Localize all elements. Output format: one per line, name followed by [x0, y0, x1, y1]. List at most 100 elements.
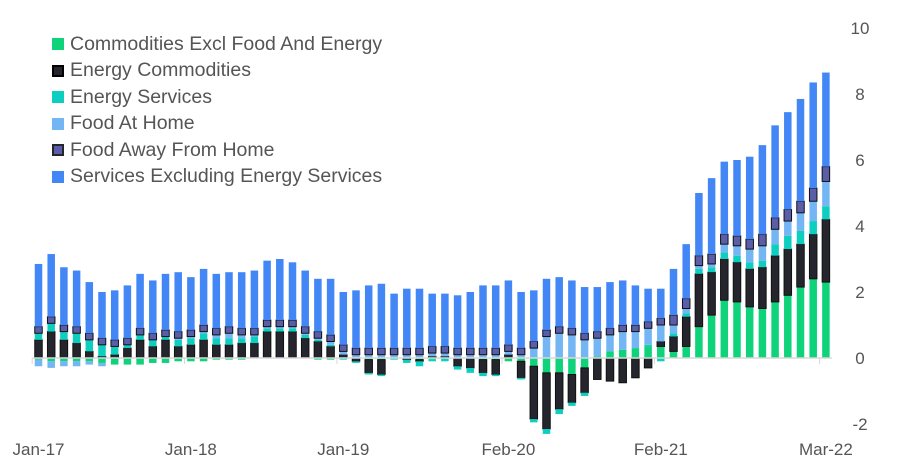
bar-segment-energy-services-mar-18: [212, 338, 221, 345]
bar-segment-energy-services-mar-21: [669, 333, 678, 337]
x-tick-label: Jan-17: [13, 440, 65, 459]
bar-segment-commodities-excl-food-and-energy-jun-17: [98, 358, 106, 363]
bar-segment-food-at-home-jun-17: [98, 362, 106, 367]
bar-segment-food-at-home-apr-21: [682, 308, 690, 314]
legend-item-services-excl-energy-services[interactable]: Services Excluding Energy Services: [52, 164, 382, 191]
bar-segment-services-excluding-energy-services-nov-20: [618, 280, 627, 325]
bar-segment-energy-services-nov-21: [771, 244, 779, 256]
bar-segment-energy-commodities-jun-21: [707, 271, 716, 316]
bar-segment-energy-commodities-nov-19: [466, 357, 475, 369]
bar-segment-food-at-home-dec-17: [174, 338, 182, 340]
bar-segment-energy-commodities-sep-17: [135, 339, 145, 359]
bar-segment-services-excluding-energy-services-sep-20: [593, 287, 602, 332]
bar-segment-services-excluding-energy-services-jun-18: [250, 270, 259, 329]
y-tick-label: 0: [855, 349, 864, 368]
bar-segment-commodities-excl-food-and-energy-dec-17: [174, 358, 182, 362]
bar-segment-commodities-excl-food-and-energy-feb-20: [504, 358, 513, 362]
bar-segment-food-away-from-home-may-19: [389, 347, 399, 356]
bar-segment-services-excluding-energy-services-may-21: [695, 193, 703, 256]
bar-segment-commodities-excl-food-and-energy-sep-17: [136, 358, 144, 365]
bar-segment-commodities-excl-food-and-energy-oct-17: [149, 358, 157, 363]
bar-segment-food-away-from-home-apr-20: [529, 341, 539, 349]
bar-segment-energy-services-oct-19: [453, 366, 462, 370]
bar-segment-services-excluding-energy-services-feb-17: [47, 254, 55, 317]
bar-segment-food-at-home-nov-21: [771, 229, 779, 245]
bar-segment-energy-services-jul-17: [110, 346, 119, 355]
bar-segment-energy-commodities-apr-19: [377, 359, 386, 375]
bar-segment-energy-services-jun-18: [250, 336, 259, 344]
bar-segment-services-excluding-energy-services-apr-17: [72, 270, 81, 327]
bar-segment-energy-commodities-jul-20: [567, 374, 577, 404]
bar-segment-energy-services-aug-18: [276, 328, 284, 332]
bar-segment-food-at-home-mar-20: [517, 354, 525, 358]
bar-segment-food-at-home-jul-19: [415, 354, 424, 358]
bar-segment-food-away-from-home-feb-22: [808, 187, 818, 202]
bar-segment-food-at-home-aug-18: [276, 326, 284, 329]
bar-segment-services-excluding-energy-services-aug-21: [733, 160, 741, 236]
bar-segment-food-away-from-home-dec-19: [478, 347, 488, 356]
legend: Commodities Excl Food And Energy Energy …: [52, 31, 382, 190]
bar-segment-food-away-from-home-may-17: [85, 332, 94, 341]
bar-segment-food-at-home-jul-20: [568, 334, 576, 358]
bar-segment-energy-services-oct-18: [301, 334, 309, 339]
bar-segment-commodities-excl-food-and-energy-apr-18: [225, 358, 233, 360]
bar-segment-energy-services-jun-20: [555, 409, 563, 415]
bar-segment-food-at-home-oct-18: [301, 333, 309, 335]
bar-segment-energy-commodities-oct-19: [453, 357, 462, 367]
bar-segment-commodities-excl-food-and-energy-jul-20: [568, 358, 576, 375]
bar-segment-services-excluding-energy-services-jun-17: [98, 292, 106, 339]
bar-segment-food-away-from-home-sep-21: [745, 238, 754, 250]
bar-segment-food-at-home-apr-18: [225, 333, 233, 339]
bar-segment-food-away-from-home-sep-19: [440, 345, 450, 354]
bar-segment-services-excluding-energy-services-aug-17: [123, 285, 132, 339]
bar-segment-commodities-excl-food-and-energy-feb-18: [199, 358, 208, 362]
bar-segment-food-away-from-home-feb-17: [46, 316, 56, 324]
bar-segment-food-at-home-jan-21: [644, 328, 652, 345]
bar-segment-energy-services-mar-22: [822, 206, 830, 220]
bar-segment-food-at-home-feb-17: [47, 361, 55, 368]
bar-segment-food-away-from-home-nov-21: [770, 217, 780, 230]
bar-segment-energy-commodities-jan-20: [491, 359, 500, 375]
bar-segment-food-at-home-mar-21: [669, 325, 678, 334]
bar-segment-energy-services-oct-21: [758, 260, 767, 268]
bar-segment-commodities-excl-food-and-energy-aug-19: [428, 358, 436, 360]
bar-segment-food-away-from-home-sep-20: [593, 331, 602, 339]
bar-segment-services-excluding-energy-services-jul-17: [110, 290, 119, 340]
bar-segment-energy-commodities-aug-17: [123, 347, 132, 359]
bar-segment-services-excluding-energy-services-jun-20: [555, 277, 563, 327]
bar-segment-commodities-excl-food-and-energy-dec-19: [479, 358, 487, 360]
bar-segment-energy-services-aug-20: [580, 392, 589, 396]
bar-segment-energy-commodities-aug-21: [732, 261, 742, 303]
bar-segment-energy-services-aug-17: [123, 344, 132, 349]
bar-segment-services-excluding-energy-services-oct-21: [758, 145, 767, 235]
bar-segment-energy-commodities-jan-18: [186, 344, 196, 359]
bar-segment-commodities-excl-food-and-energy-apr-20: [530, 358, 538, 367]
bar-segment-food-away-from-home-jul-20: [567, 327, 577, 336]
bar-segment-energy-services-dec-21: [784, 235, 792, 250]
bar-segment-food-at-home-sep-20: [593, 338, 602, 357]
bar-segment-food-at-home-oct-20: [606, 334, 614, 352]
bar-segment-energy-commodities-jun-18: [250, 342, 259, 359]
legend-item-commodities-excl-food-energy[interactable]: Commodities Excl Food And Energy: [52, 31, 382, 58]
bar-segment-food-at-home-aug-19: [428, 353, 436, 357]
bar-segment-energy-services-jul-21: [720, 252, 729, 259]
bar-segment-services-excluding-energy-services-sep-18: [288, 262, 297, 321]
legend-item-food-at-home[interactable]: Food At Home: [52, 111, 382, 138]
bar-segment-energy-commodities-nov-20: [618, 357, 627, 384]
bar-segment-energy-commodities-feb-22: [808, 233, 818, 280]
bar-segment-services-excluding-energy-services-jan-21: [644, 288, 652, 322]
bar-segment-food-at-home-feb-20: [504, 351, 513, 355]
bar-segment-energy-services-jul-20: [568, 402, 576, 406]
legend-item-energy-commodities[interactable]: Energy Commodities: [52, 58, 382, 85]
legend-item-energy-services[interactable]: Energy Services: [52, 84, 382, 111]
bar-segment-commodities-excl-food-and-energy-may-17: [85, 358, 94, 362]
bar-segment-commodities-excl-food-and-energy-mar-21: [669, 351, 678, 358]
legend-item-food-away-from-home[interactable]: Food Away From Home: [52, 137, 382, 164]
bar-segment-commodities-excl-food-and-energy-feb-21: [657, 346, 665, 358]
bar-segment-services-excluding-energy-services-nov-18: [314, 278, 322, 332]
bar-segment-food-at-home-jan-22: [796, 212, 805, 231]
bar-segment-energy-services-sep-18: [288, 328, 297, 332]
bar-segment-food-away-from-home-sep-18: [288, 319, 297, 328]
bar-segment-food-at-home-may-18: [237, 334, 246, 339]
